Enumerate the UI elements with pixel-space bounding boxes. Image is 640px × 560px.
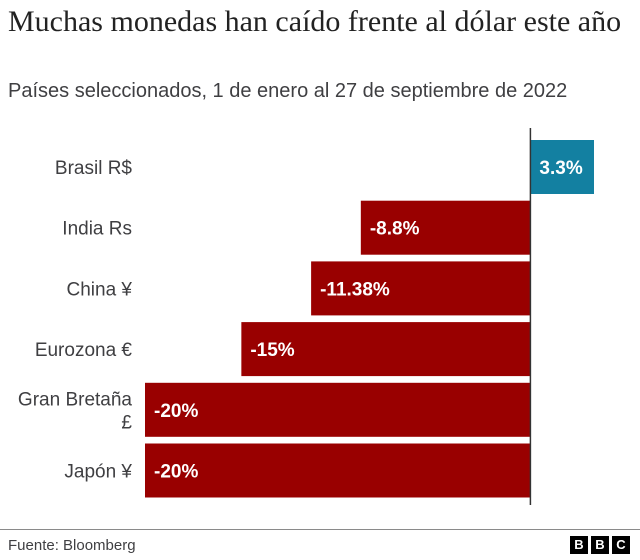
logo-letter-1: B [570, 536, 588, 554]
footer-divider [0, 529, 640, 530]
chart-title: Muchas monedas han caído frente al dólar… [8, 5, 622, 38]
bbc-logo: B B C [570, 536, 630, 554]
category-label-1: India Rs [62, 219, 132, 240]
category-label-5: Japón ¥ [64, 462, 132, 483]
bar-1 [360, 200, 531, 255]
value-label-4: -20% [154, 401, 198, 422]
value-label-2: -11.38% [320, 279, 390, 300]
logo-letter-2: B [591, 536, 609, 554]
category-label-0: Brasil R$ [55, 158, 133, 179]
category-label-4: Gran Bretaña £ [18, 389, 133, 433]
value-label-0: 3.3% [539, 158, 582, 179]
value-label-3: -15% [250, 340, 294, 361]
bar-4 [145, 382, 531, 437]
value-label-1: -8.8% [370, 219, 420, 240]
bar-chart: 3.3% Brasil R$ -8.8% India Rs -11.38% China ¥… [18, 128, 594, 505]
category-label-2: China ¥ [67, 279, 133, 300]
chart-subtitle: Países seleccionados, 1 de enero al 27 d… [8, 80, 568, 102]
category-label-3: Eurozona € [35, 340, 133, 361]
bar-5 [145, 443, 531, 498]
bar-0 [530, 140, 594, 194]
source-note: Fuente: Bloomberg [8, 537, 136, 554]
bar-2 [311, 261, 531, 316]
bar-3 [241, 322, 531, 377]
value-label-5: -20% [154, 462, 198, 483]
logo-letter-3: C [612, 536, 630, 554]
